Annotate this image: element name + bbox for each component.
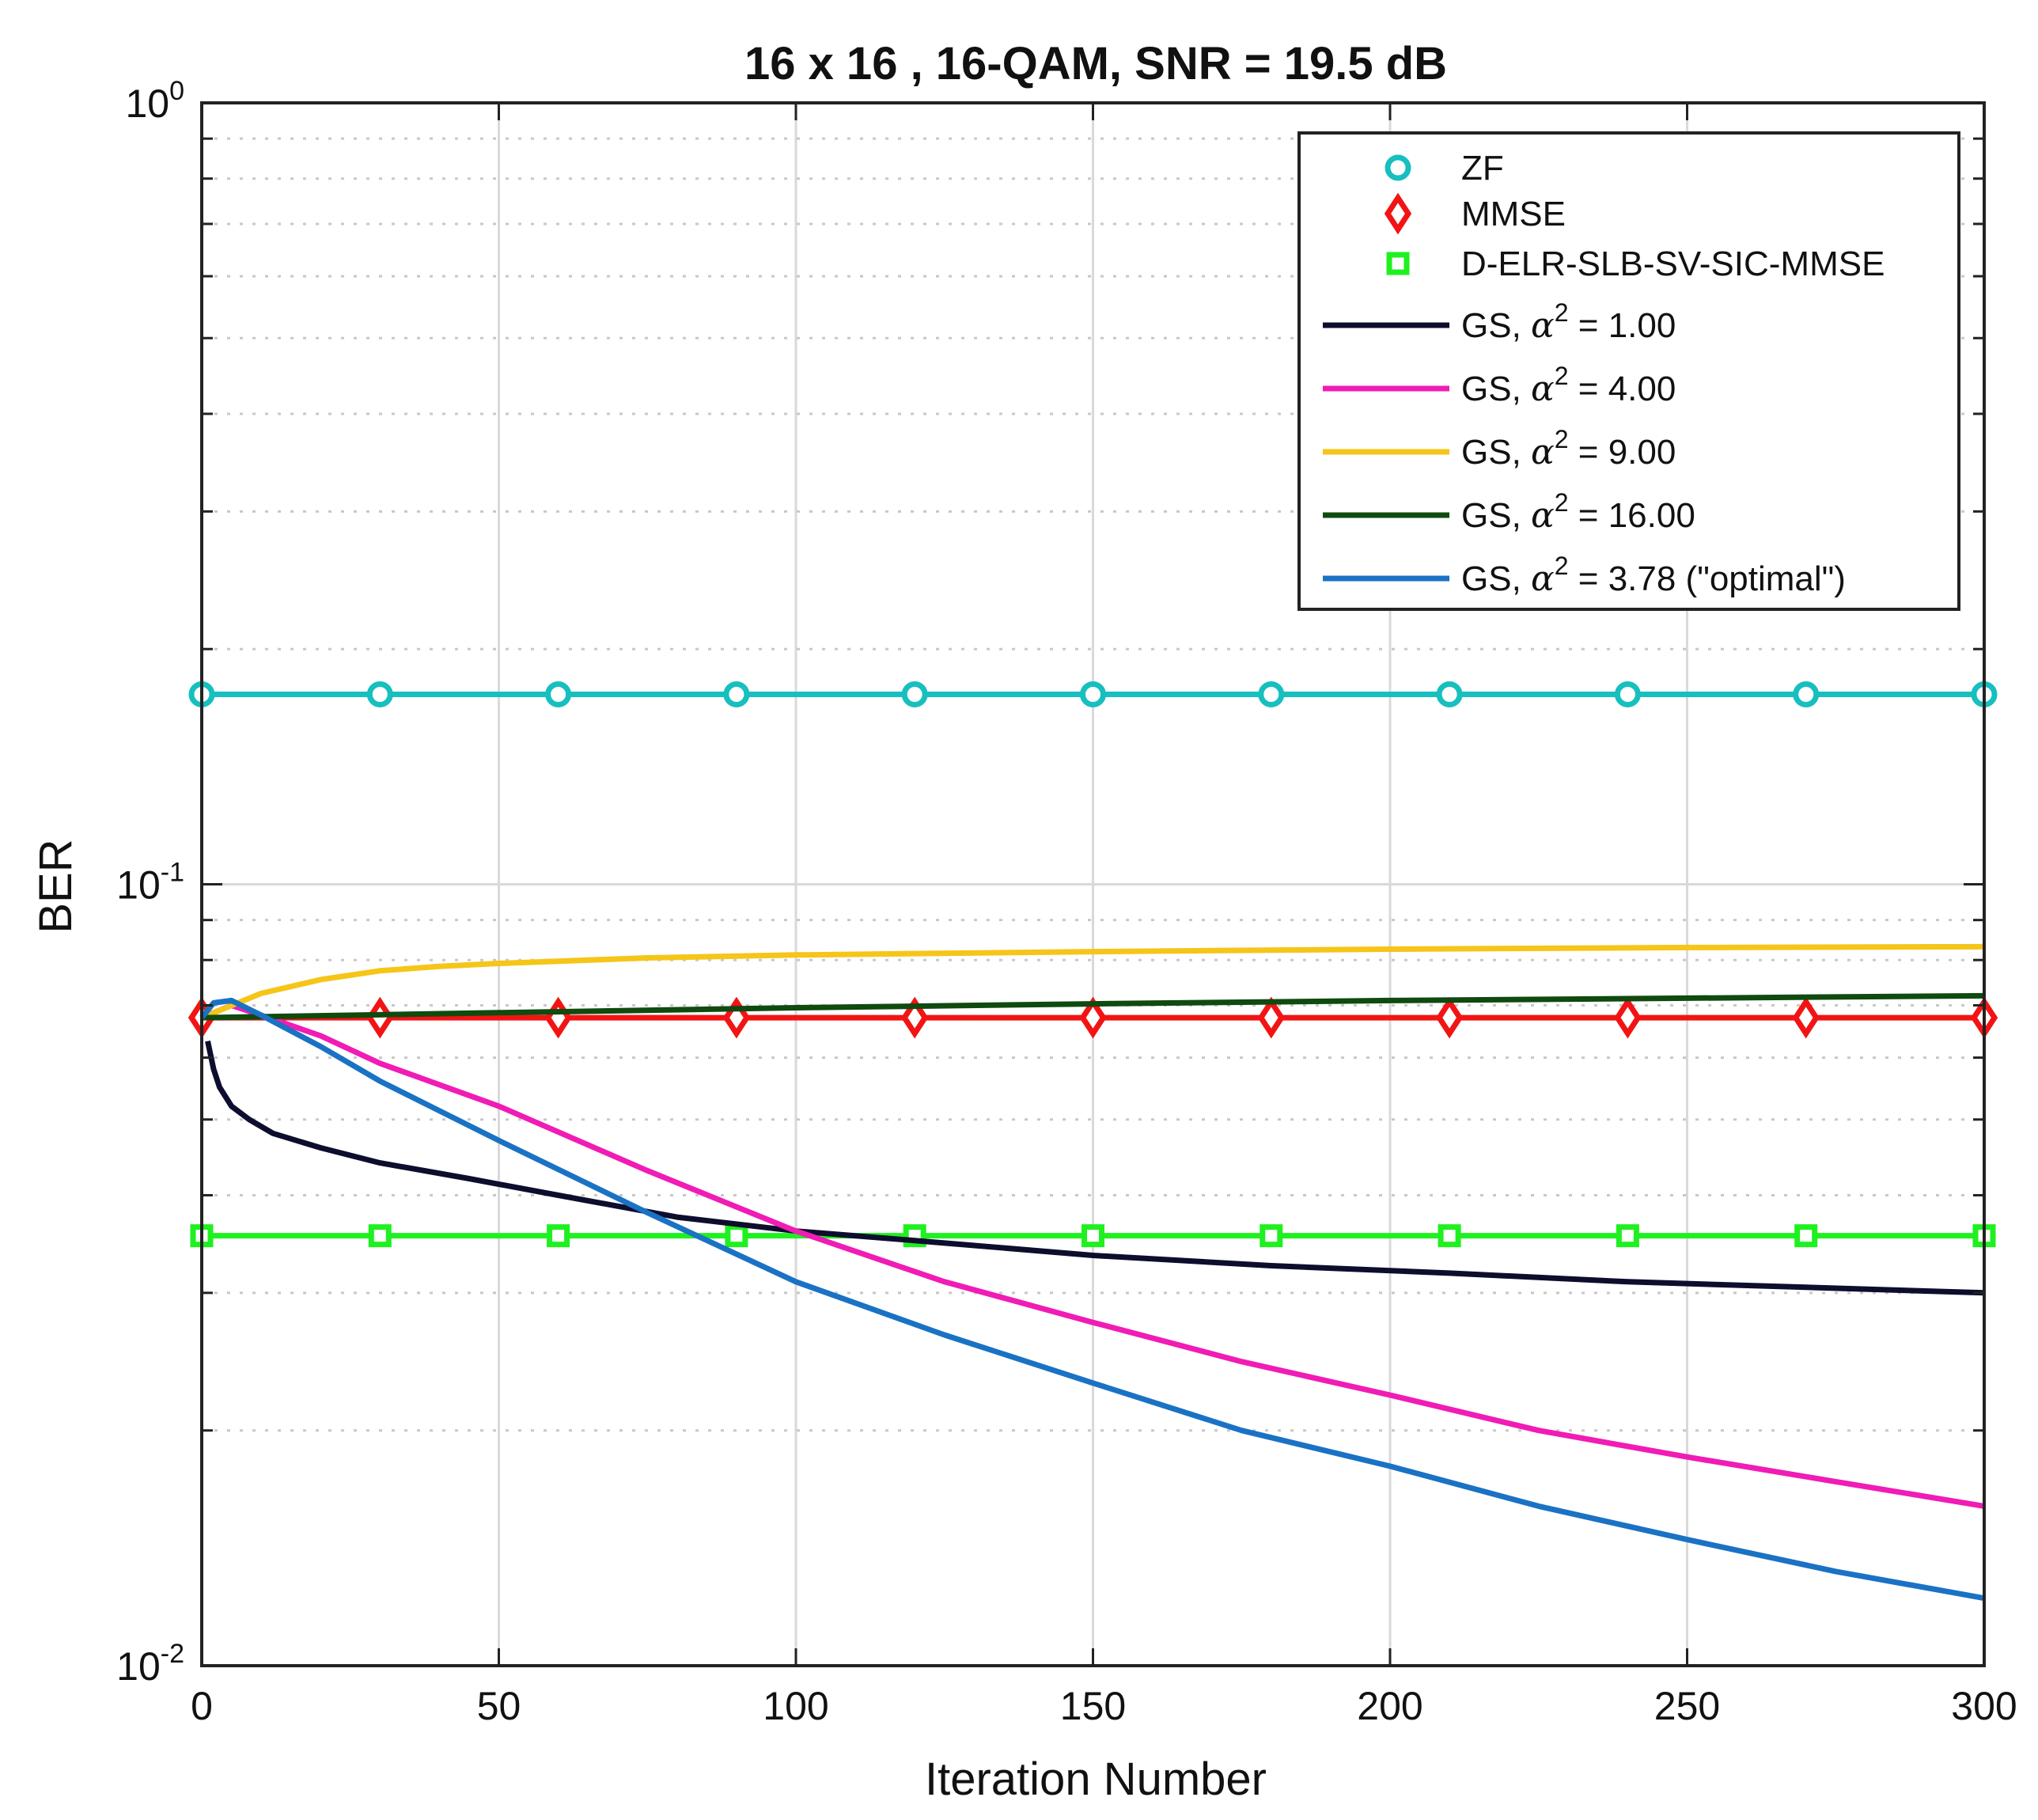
legend: ZF MMSE D-ELR-SLB-SV-SIC-MMSE GS, α2 = 1.00… (1297, 131, 1960, 611)
data-point-1 (1792, 996, 1820, 1039)
legend-label: MMSE (1461, 195, 1566, 233)
data-point-2 (547, 1224, 570, 1248)
y-tick-label: 10-1 (116, 858, 184, 908)
x-tick-label: 150 (1060, 1684, 1126, 1728)
data-point-0 (901, 681, 928, 707)
data-point-1 (901, 996, 929, 1039)
data-point-2 (368, 1224, 392, 1248)
legend-label: GS, α2 = 3.78 ("optimal") (1461, 552, 1846, 599)
x-tick-label: 50 (477, 1684, 521, 1728)
y-tick-label: 10-2 (116, 1639, 184, 1689)
data-point-0 (545, 681, 572, 707)
series-line-7 (199, 997, 1985, 1602)
plot-series (188, 681, 1998, 1602)
data-point-1 (366, 996, 394, 1039)
data-point-0 (723, 681, 750, 707)
x-tick-label: 0 (191, 1684, 213, 1728)
series-line-5 (200, 943, 1985, 1021)
data-point-0 (1793, 681, 1820, 707)
legend-marker-circle (1385, 154, 1411, 181)
chart-title: 16 x 16 , 16-QAM, SNR = 19.5 dB (744, 38, 1447, 89)
data-point-2 (1794, 1224, 1818, 1248)
data-point-0 (1258, 681, 1285, 707)
series-line-3 (205, 1040, 1985, 1296)
x-tick-label: 300 (1951, 1684, 2017, 1728)
x-axis-label: Iteration Number (925, 1754, 1267, 1805)
data-point-0 (1080, 681, 1106, 707)
series-line-6 (201, 992, 1985, 1021)
data-point-2 (725, 1224, 748, 1248)
data-point-2 (1616, 1224, 1639, 1248)
x-tick-label: 250 (1654, 1684, 1720, 1728)
legend-label: GS, α2 = 4.00 (1461, 362, 1676, 409)
legend-label: GS, α2 = 9.00 (1461, 425, 1676, 472)
y-tick-label: 100 (125, 76, 184, 126)
legend-marker-square (1386, 252, 1410, 275)
x-tick-label: 100 (763, 1684, 828, 1728)
legend-label: ZF (1461, 149, 1504, 188)
data-point-0 (1436, 681, 1463, 707)
legend-label: D-ELR-SLB-SV-SIC-MMSE (1461, 245, 1885, 283)
data-point-2 (1260, 1224, 1283, 1248)
data-point-1 (1614, 996, 1642, 1039)
data-point-0 (1614, 681, 1641, 707)
data-point-2 (1438, 1224, 1461, 1248)
legend-label: GS, α2 = 16.00 (1461, 488, 1695, 536)
legend-label: GS, α2 = 1.00 (1461, 298, 1676, 346)
data-point-0 (366, 681, 393, 707)
data-point-1 (1079, 996, 1107, 1039)
series-line-4 (200, 1003, 1985, 1509)
x-tick-label: 200 (1357, 1684, 1422, 1728)
y-axis-label: BER (30, 839, 81, 933)
data-point-1 (1435, 996, 1464, 1039)
legend-marker-diamond (1384, 192, 1412, 235)
data-point-2 (1082, 1224, 1104, 1248)
data-point-1 (1257, 996, 1285, 1039)
data-point-1 (544, 996, 572, 1039)
axes: 0 50 100 150 200 250 300 100 10-1 10-2 (116, 76, 2017, 1728)
